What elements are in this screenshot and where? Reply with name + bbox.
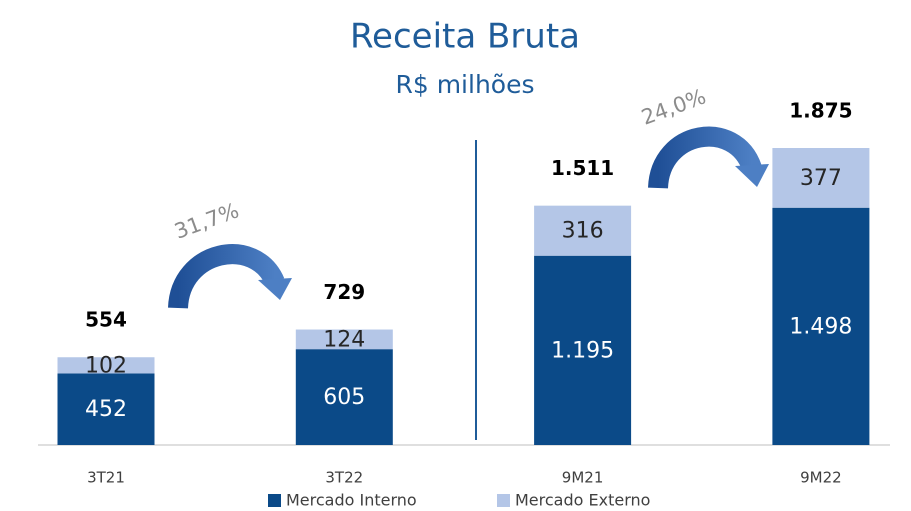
bar-segment [295,349,393,445]
chart-subtitle: R$ milhões [395,70,534,99]
total-label: 554 [85,308,127,332]
legend-label: Mercado Externo [515,491,650,510]
data-label: 452 [85,397,127,422]
x-tick-label: 3T22 [325,469,363,487]
annotation: 31,7% [171,198,242,243]
total-label: 1.875 [789,99,852,123]
legend-swatch [268,494,281,507]
bar-segment [534,255,632,445]
bar-segment [534,205,632,256]
bar-segment [57,373,155,445]
x-tick-label: 3T21 [87,469,125,487]
legend-label: Mercado Interno [286,491,417,510]
x-tick-label: 9M22 [800,469,842,487]
legend-swatch [497,494,510,507]
bar-segment [772,207,870,445]
data-label: 124 [323,327,365,352]
data-label: 1.195 [551,338,614,363]
bar-segment [772,148,870,208]
data-label: 102 [85,353,127,378]
data-label: 377 [800,166,842,191]
annotation: 24,0% [638,84,709,129]
bar-segment [295,329,393,350]
data-label: 316 [562,219,604,244]
bar-segment [57,357,155,374]
data-label: 605 [323,385,365,410]
data-label: 1.498 [789,314,852,339]
x-tick-label: 9M21 [562,469,604,487]
chart-title: Receita Bruta [350,17,580,57]
growth-arrow [648,126,762,190]
growth-arrow [168,244,285,310]
arrow-head [258,278,292,300]
total-label: 1.511 [551,156,614,180]
total-label: 729 [323,280,365,304]
arrow-head [735,164,769,187]
